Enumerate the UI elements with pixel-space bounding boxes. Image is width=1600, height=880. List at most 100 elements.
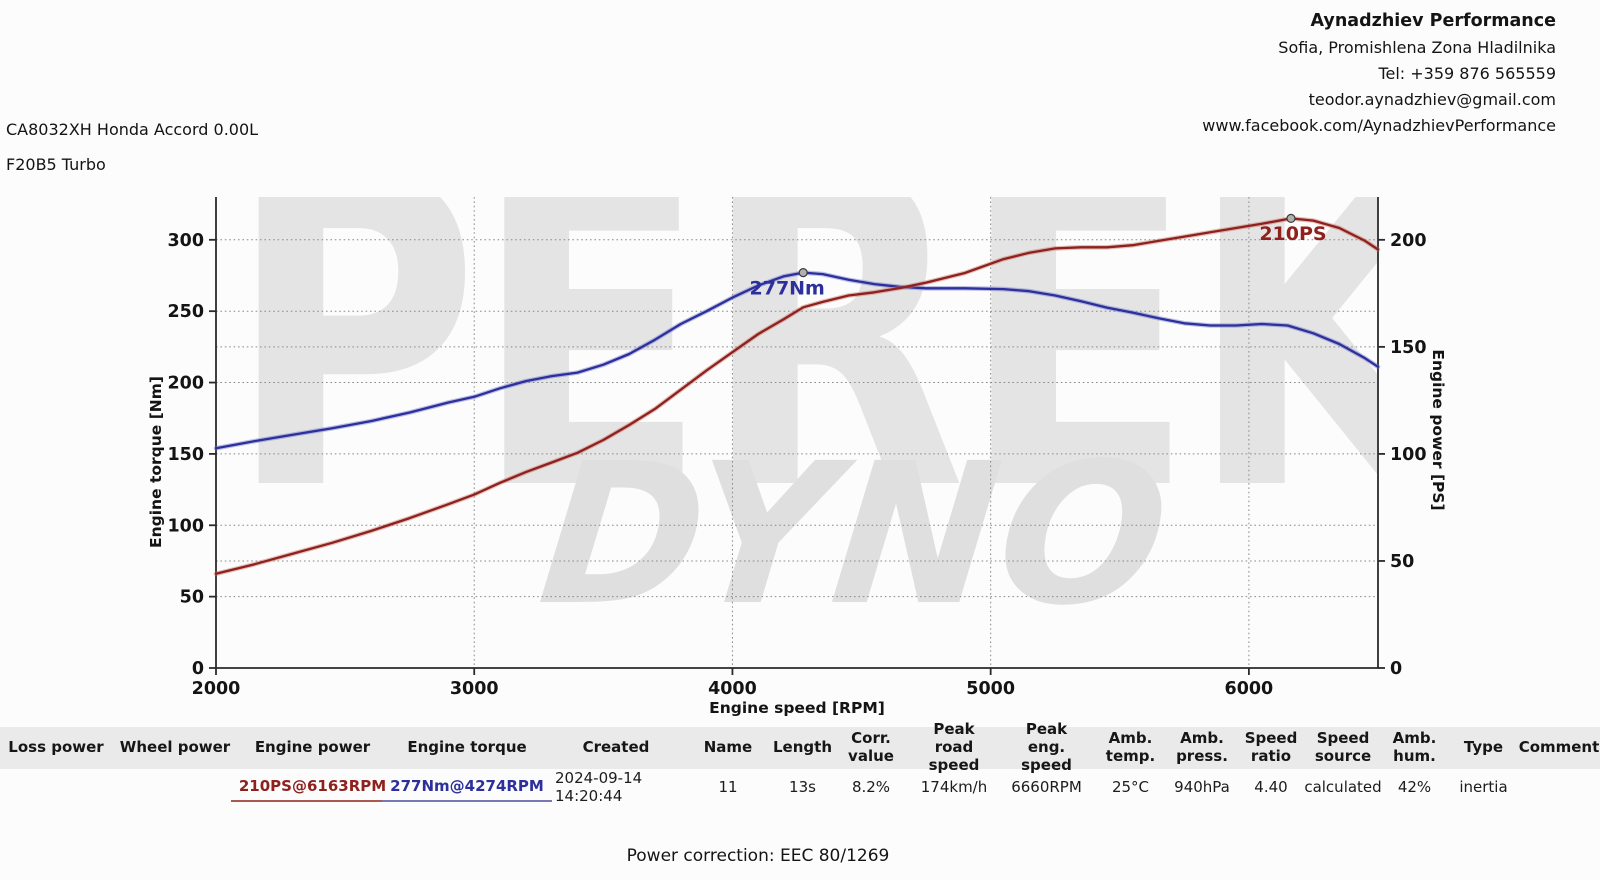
table-value-text-engine-power: 210PS@6163RPM [230,775,395,802]
table-column-wheel-power: Wheel power [112,727,238,807]
table-header-peak-road-speed: Peak road speed [908,721,1000,774]
table-value-text-speed-ratio: 4.40 [1254,777,1288,796]
left-tick-label: 100 [167,516,204,536]
x-tick-label: 2000 [192,679,241,699]
table-value-text-amb-temp: 25°C [1111,777,1150,796]
power-curve-peak-marker [1286,213,1296,224]
left-axis-title: Engine torque [Nm] [147,376,165,548]
table-value-loss-power [0,769,112,807]
table-column-amb-temp: Amb. temp. 25°C [1093,727,1168,807]
table-value-amb-hum: 42% [1380,769,1449,807]
table-value-text-name: 11 [718,777,738,796]
table-column-length: Length 13s [771,727,834,807]
table-value-length: 13s [771,769,834,807]
table-value-corr-value: 8.2% [834,769,908,807]
x-tick-label: 6000 [1225,679,1274,699]
right-tick-label: 200 [1390,231,1427,251]
shop-address: Sofia, Promishlena Zona Hladilnika [1278,38,1556,58]
right-tick-label: 150 [1390,338,1427,358]
shop-phone: Tel: +359 876 565559 [1378,64,1556,84]
table-value-text-length: 13s [789,777,816,796]
table-header-type: Type [1449,727,1518,769]
left-tick-label: 50 [180,588,204,608]
watermark: PEREK DYNO [217,197,1377,667]
torque-curve-peak-marker [798,268,808,278]
table-value-text-amb-hum: 42% [1397,777,1432,796]
right-axis-title: Engine power [PS] [1429,349,1447,510]
table-value-text-corr-value: 8.2% [851,777,891,796]
results-table: Loss power Wheel power Engine power 210PS@6… [0,721,1600,807]
table-column-peak-eng-speed: Peak eng. speed 6660RPM [1000,721,1093,807]
table-header-comment: Comment [1518,727,1600,769]
table-column-peak-road-speed: Peak road speed 174km/h [908,721,1000,807]
torque-curve [214,271,1380,450]
table-column-name: Name 11 [685,727,771,807]
table-value-text-peak-road-speed: 174km/h [920,777,988,796]
table-column-engine-power: Engine power 210PS@6163RPM [230,727,395,807]
table-header-created: Created [547,727,685,769]
table-value-text-created: 2024-09-14 14:20:44 [555,768,643,805]
table-value-engine-torque: 277Nm@4274RPM [382,769,552,807]
table-header-engine-torque: Engine torque [387,727,547,769]
vehicle-title: CA8032XH Honda Accord 0.00L [6,120,259,139]
table-value-comment [1518,769,1600,807]
table-value-amb-temp: 25°C [1093,769,1168,807]
shop-name: Aynadzhiev Performance [1310,11,1556,31]
table-value-wheel-power [112,769,238,807]
table-header-speed-ratio: Speed ratio [1236,727,1306,769]
left-tick-label: 300 [167,231,204,251]
torque-curve-peak-label: 277Nm [750,278,825,300]
table-header-corr-value: Corr. value [834,727,908,769]
table-value-text-engine-torque: 277Nm@4274RPM [382,775,552,802]
x-tick-label: 5000 [966,679,1015,699]
shop-email: teodor.aynadzhiev@gmail.com [1308,90,1556,110]
table-value-engine-power: 210PS@6163RPM [230,769,395,807]
shop-website: www.facebook.com/AynadzhievPerformance [1202,116,1556,136]
table-header-amb-temp: Amb. temp. [1093,727,1168,769]
x-tick-label: 4000 [708,679,757,699]
right-tick-label: 50 [1390,552,1414,572]
table-value-text-amb-press: 940hPa [1174,777,1230,796]
table-header-length: Length [771,727,834,769]
table-value-type: inertia [1449,769,1518,807]
table-value-name: 11 [685,769,771,807]
watermark-perek: PEREK [227,197,1377,585]
table-column-loss-power: Loss power [0,727,112,807]
table-header-speed-source: Speed source [1306,727,1380,769]
table-column-speed-ratio: Speed ratio 4.40 [1236,727,1306,807]
table-value-speed-ratio: 4.40 [1236,769,1306,807]
table-value-peak-eng-speed: 6660RPM [1000,769,1093,807]
table-header-wheel-power: Wheel power [112,727,238,769]
table-header-amb-press: Amb. press. [1168,727,1236,769]
right-tick-label: 100 [1390,445,1427,465]
x-tick-label: 3000 [450,679,499,699]
table-header-amb-hum: Amb. hum. [1380,727,1449,769]
power-curve [214,217,1380,575]
table-column-amb-hum: Amb. hum. 42% [1380,727,1449,807]
table-value-text-type: inertia [1459,777,1508,796]
table-value-created: 2024-09-14 14:20:44 [547,769,685,807]
table-header-loss-power: Loss power [0,727,112,769]
table-column-engine-torque: Engine torque 277Nm@4274RPM [382,727,552,807]
table-header-name: Name [685,727,771,769]
table-header-peak-eng-speed: Peak eng. speed [1000,721,1093,774]
left-tick-label: 150 [167,445,204,465]
table-value-amb-press: 940hPa [1168,769,1236,807]
power-curve-peak-label: 210PS [1259,223,1326,245]
left-tick-label: 250 [167,302,204,322]
shop-info: Aynadzhiev Performance Sofia, Promishlen… [1202,7,1556,139]
table-value-speed-source: calculated [1304,769,1381,807]
x-axis-title: Engine speed [RPM] [709,699,885,717]
table-value-text-speed-source: calculated [1304,777,1382,796]
left-tick-label: 0 [192,659,204,679]
table-column-comment: Comment [1518,727,1600,807]
engine-title: F20B5 Turbo [6,155,106,174]
table-value-peak-road-speed: 174km/h [908,769,1000,807]
table-column-created: Created 2024-09-14 14:20:44 [547,727,685,807]
table-column-amb-press: Amb. press. 940hPa [1168,727,1236,807]
right-tick-label: 0 [1390,659,1402,679]
table-value-text-peak-eng-speed: 6660RPM [1011,777,1082,796]
left-tick-label: 200 [167,374,204,394]
